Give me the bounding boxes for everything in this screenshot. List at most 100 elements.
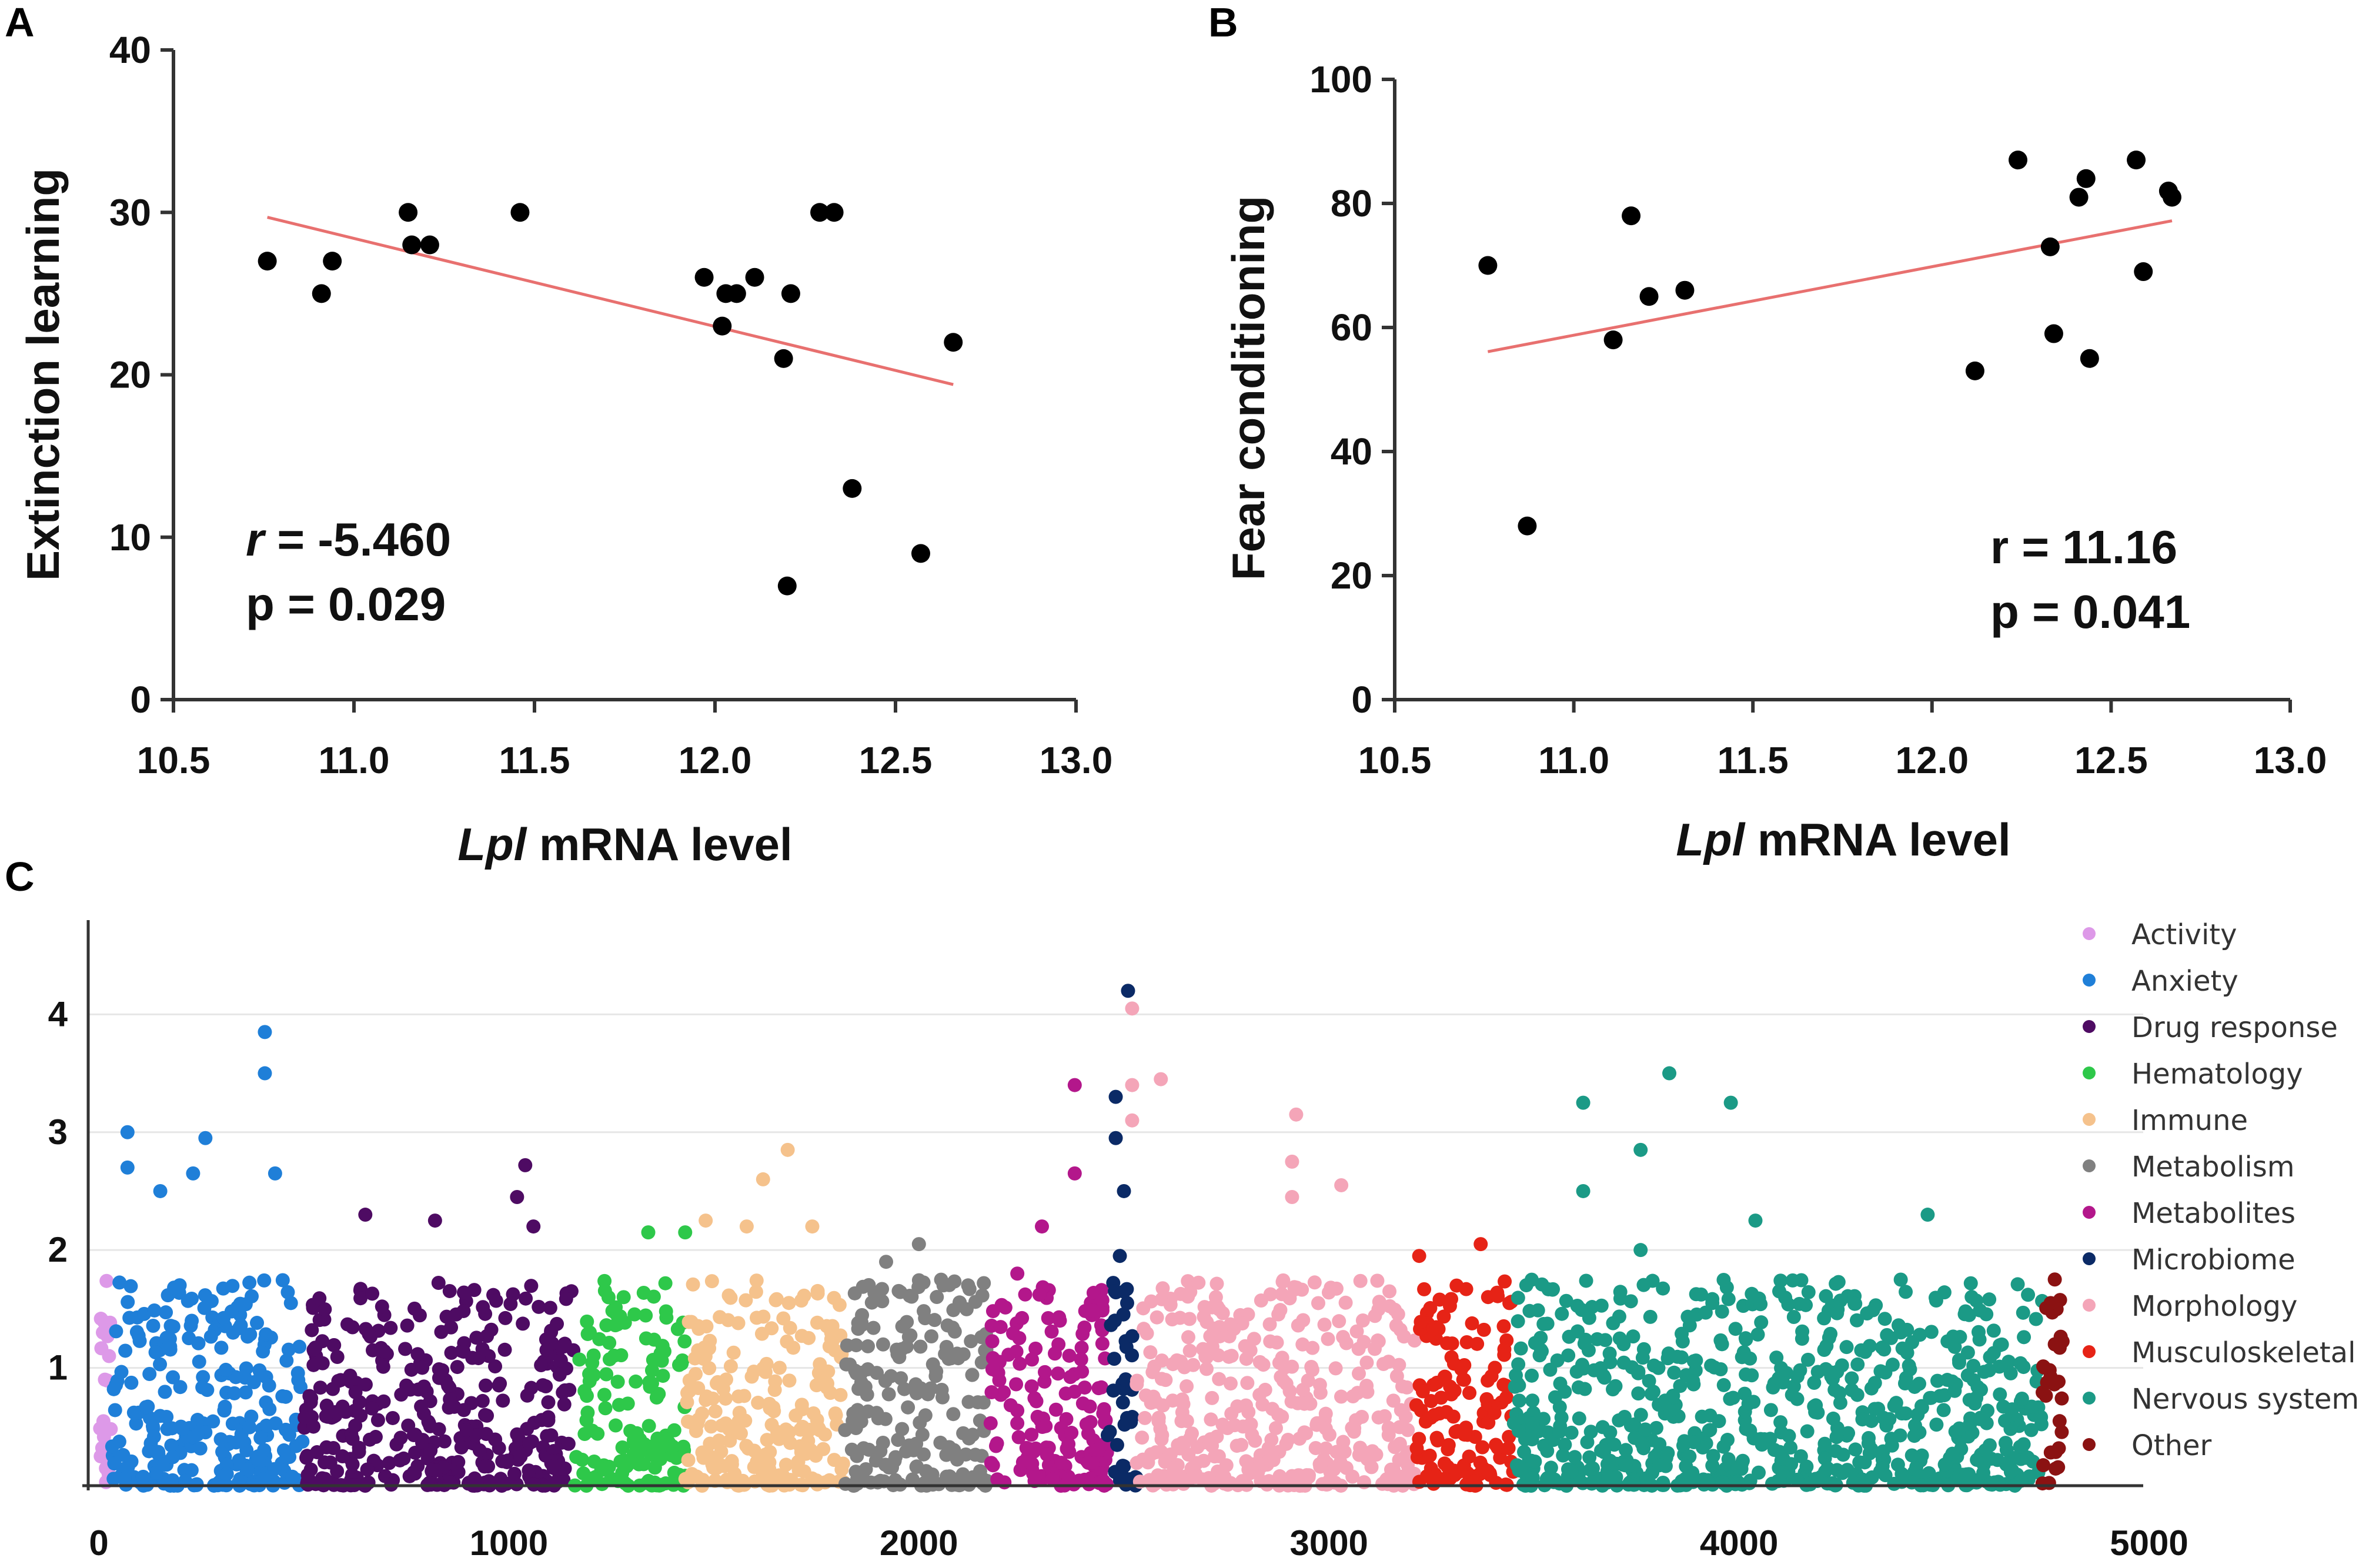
data-point — [1487, 1406, 1502, 1420]
data-point — [1937, 1457, 1952, 1472]
data-point — [1095, 1293, 1110, 1308]
data-point — [2076, 169, 2096, 188]
data-point — [1412, 1249, 1426, 1263]
data-point — [974, 1330, 989, 1345]
data-point — [739, 1439, 754, 1453]
data-point — [1795, 1324, 1810, 1339]
data-point — [1420, 1469, 1435, 1483]
data-point — [1893, 1428, 1907, 1443]
data-point — [219, 1362, 233, 1377]
legend-marker — [2083, 1159, 2096, 1172]
data-point — [1470, 1336, 1485, 1351]
data-point — [239, 1361, 253, 1376]
data-point — [1418, 1414, 1433, 1429]
data-point — [225, 1279, 240, 1293]
data-point — [1801, 1285, 1816, 1299]
data-point — [444, 1320, 459, 1335]
data-point — [1125, 1113, 1140, 1128]
data-point — [1215, 1417, 1230, 1432]
data-point — [1862, 1430, 1876, 1445]
data-point — [1652, 1458, 1666, 1473]
data-point — [196, 1370, 210, 1385]
data-point — [503, 1296, 518, 1311]
data-point — [238, 1297, 253, 1312]
x-axis-title: Lpl mRNA level — [1676, 814, 2010, 865]
data-point — [641, 1225, 656, 1240]
data-point — [2043, 1296, 2058, 1310]
data-point — [1807, 1375, 1822, 1390]
data-point — [129, 1416, 143, 1431]
data-point — [1180, 1414, 1194, 1429]
data-point — [219, 1467, 234, 1482]
data-point — [1064, 1426, 1079, 1440]
data-point — [318, 1302, 332, 1316]
data-point — [383, 1320, 398, 1335]
data-point — [1616, 1355, 1631, 1370]
data-point — [406, 1465, 421, 1480]
data-point — [242, 1275, 257, 1290]
data-point — [312, 284, 331, 303]
data-point — [1576, 1183, 1591, 1198]
data-point — [864, 1295, 879, 1310]
data-point — [1723, 1095, 1738, 1110]
x-tick-label: 12.5 — [2074, 739, 2148, 781]
data-point — [711, 1433, 726, 1448]
data-point — [402, 235, 422, 255]
data-point — [717, 1459, 731, 1473]
data-point — [988, 1439, 1003, 1453]
data-point — [360, 1462, 375, 1477]
data-point — [1564, 1425, 1579, 1440]
data-point — [431, 1276, 446, 1290]
data-point — [2013, 1356, 2028, 1370]
data-point — [876, 1337, 890, 1352]
data-point — [1115, 1395, 1130, 1410]
data-point — [553, 1353, 568, 1368]
data-point — [616, 1290, 631, 1305]
data-point — [1106, 1383, 1121, 1398]
y-tick-label: 40 — [1331, 430, 1372, 473]
data-point — [244, 1409, 259, 1424]
data-point — [958, 1447, 973, 1462]
data-point — [513, 1449, 528, 1464]
data-point — [2021, 1288, 2036, 1302]
data-point — [944, 333, 963, 352]
data-point — [916, 1447, 931, 1462]
data-point — [1382, 1284, 1397, 1299]
data-point — [912, 1273, 927, 1288]
data-point — [1074, 1352, 1088, 1367]
data-point — [1513, 1341, 1528, 1356]
data-point — [1776, 1452, 1790, 1466]
data-point — [1656, 1281, 1670, 1296]
data-point — [696, 1473, 710, 1487]
data-point — [1199, 1315, 1214, 1329]
ticks: 10.5 11.0 11.5 12.0 12.5 13.0 0 10 20 30 40 — [109, 29, 1112, 781]
data-point — [1598, 1333, 1613, 1348]
data-point — [1966, 1359, 1981, 1373]
data-point — [142, 1367, 157, 1382]
data-point — [1518, 516, 1537, 536]
legend-marker — [2083, 1066, 2096, 1079]
data-point — [1877, 1312, 1892, 1326]
y-tick-label: 10 — [109, 516, 151, 559]
data-point — [476, 1300, 490, 1315]
data-point — [1867, 1376, 1882, 1390]
data-points — [93, 984, 2070, 1493]
data-point — [2080, 349, 2099, 368]
data-point — [1606, 1382, 1620, 1397]
x-axis-title-gene: Lpl — [1676, 814, 1745, 865]
data-point — [259, 1418, 273, 1433]
data-point — [680, 1386, 695, 1400]
data-point — [2009, 151, 2028, 170]
data-point — [936, 1278, 951, 1293]
data-point — [1175, 1392, 1189, 1407]
data-point — [1311, 1296, 1325, 1310]
data-point — [834, 1462, 849, 1477]
data-point — [1392, 1420, 1407, 1435]
data-point — [441, 1379, 456, 1393]
data-point — [1750, 1327, 1765, 1342]
data-point — [1015, 1310, 1030, 1325]
data-point — [240, 1462, 255, 1476]
data-point — [1817, 1311, 1832, 1326]
data-point — [1135, 1430, 1150, 1445]
data-point — [997, 1385, 1011, 1400]
